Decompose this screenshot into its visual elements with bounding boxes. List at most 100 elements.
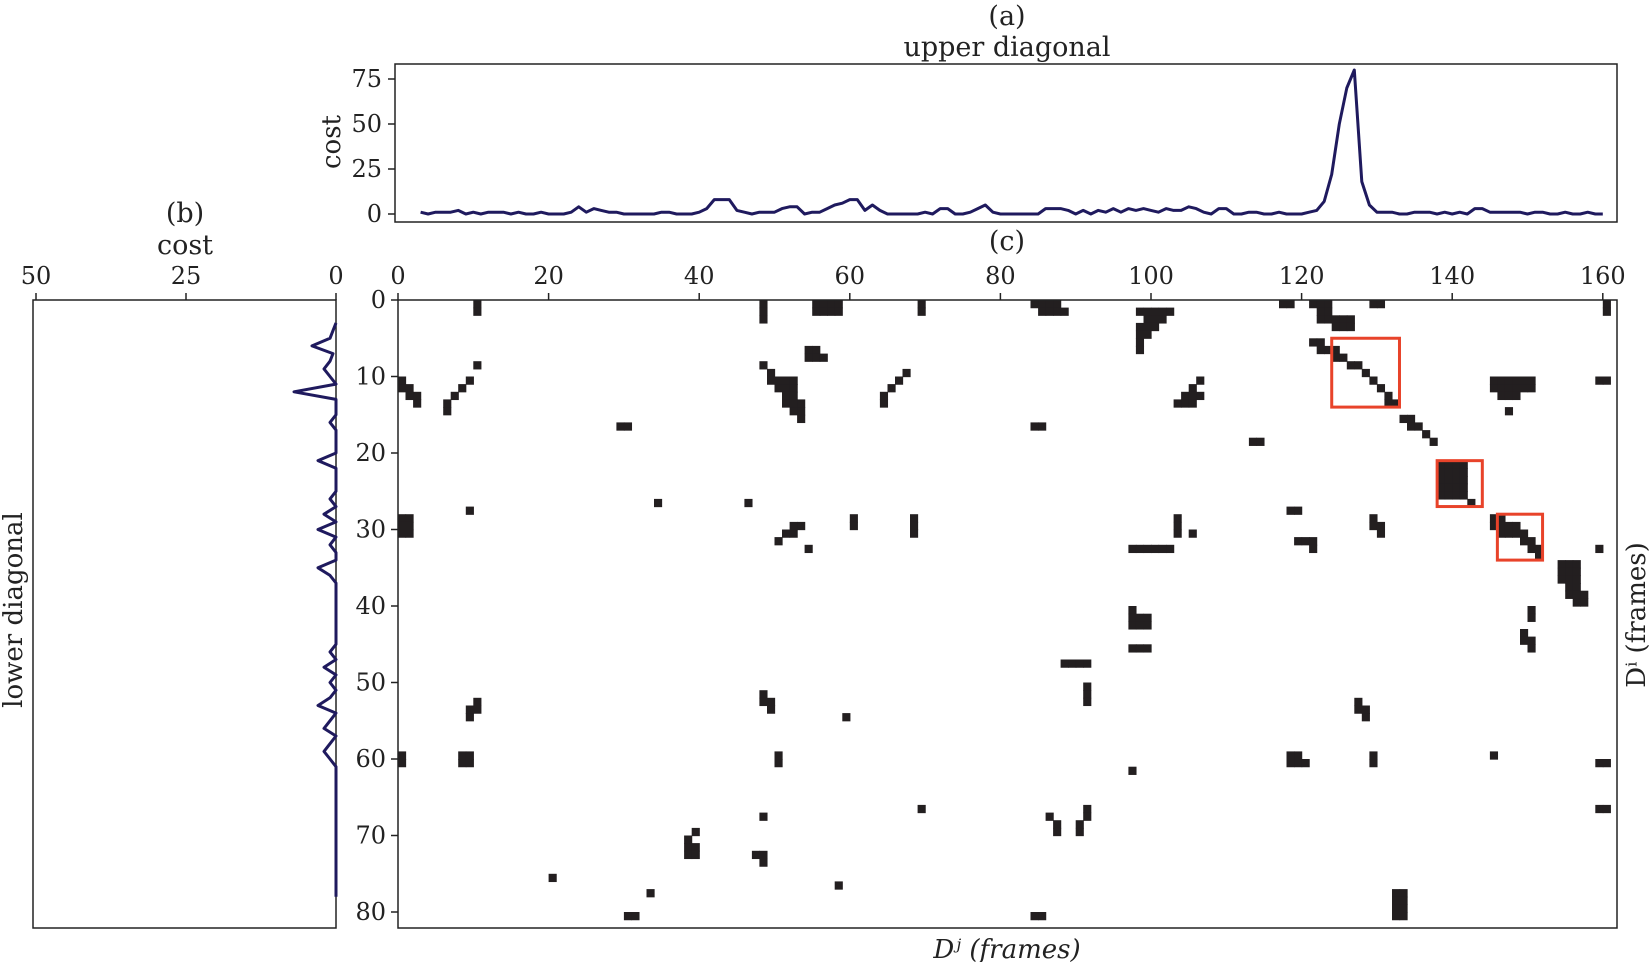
heatmap-cell bbox=[1489, 376, 1499, 385]
heatmap-cell bbox=[1294, 759, 1303, 768]
panel-c-xtick-label: 160 bbox=[1580, 262, 1626, 290]
heatmap-cell bbox=[1135, 621, 1145, 630]
heatmap-cell bbox=[465, 376, 474, 385]
heatmap-cell bbox=[1444, 483, 1453, 492]
panel-b-ylabel: lower diagonal bbox=[0, 512, 29, 708]
heatmap-cell bbox=[398, 514, 407, 523]
heatmap-cell bbox=[654, 498, 663, 508]
heatmap-cell bbox=[834, 881, 843, 890]
heatmap-cell bbox=[887, 384, 896, 393]
heatmap-cell bbox=[902, 368, 911, 378]
panel-c-xtick-label: 140 bbox=[1429, 262, 1475, 290]
heatmap-cell bbox=[1158, 544, 1167, 554]
heatmap-cell bbox=[789, 391, 798, 401]
panel-a-label: (a) bbox=[988, 1, 1025, 32]
heatmap-cell bbox=[1038, 912, 1047, 921]
panel-a-yticks: 0 25 50 75 bbox=[351, 65, 395, 228]
heatmap-cell bbox=[473, 697, 482, 707]
heatmap-cell bbox=[465, 705, 474, 714]
panel-c-ytick-label: 30 bbox=[355, 516, 386, 544]
panel-a-series-line bbox=[420, 68, 1603, 216]
heatmap-cell bbox=[405, 384, 414, 393]
heatmap-cell bbox=[744, 498, 753, 508]
heatmap-cell bbox=[1151, 315, 1160, 324]
heatmap-cell bbox=[1572, 575, 1581, 584]
heatmap-cell bbox=[1520, 636, 1529, 645]
heatmap-cell bbox=[849, 521, 858, 531]
heatmap-cell bbox=[1512, 529, 1521, 538]
heatmap-cell bbox=[751, 850, 761, 860]
heatmap-cell bbox=[1143, 644, 1152, 653]
panel-c-xtick-label: 60 bbox=[835, 262, 866, 290]
heatmap-cell bbox=[1361, 368, 1370, 378]
heatmap-cell bbox=[767, 376, 776, 385]
heatmap-cell bbox=[1504, 376, 1514, 385]
heatmap-cell bbox=[1369, 376, 1378, 385]
heatmap-cell bbox=[1557, 575, 1566, 584]
heatmap-cell bbox=[1565, 567, 1574, 577]
panel-a-ylabel: cost bbox=[317, 114, 347, 169]
highlight-box bbox=[1330, 336, 1401, 409]
heatmap-cell bbox=[1504, 391, 1514, 401]
heatmap-cell bbox=[1135, 338, 1145, 347]
heatmap-cell bbox=[1294, 537, 1303, 546]
heatmap-cell bbox=[759, 812, 768, 821]
heatmap-cell bbox=[1030, 422, 1039, 431]
heatmap-cell bbox=[1286, 751, 1295, 760]
heatmap-cell bbox=[1392, 896, 1401, 905]
heatmap-cell bbox=[691, 843, 700, 852]
panel-b-xtick-label: 25 bbox=[171, 262, 202, 290]
heatmap-cell bbox=[684, 835, 693, 844]
panel-a-ytick-label: 50 bbox=[351, 110, 382, 138]
heatmap-cell bbox=[1565, 560, 1574, 569]
heatmap-cell bbox=[1527, 606, 1536, 615]
heatmap-cell bbox=[1030, 300, 1039, 309]
panel-c-highlight-boxes bbox=[1330, 336, 1545, 562]
heatmap-cell bbox=[827, 307, 836, 316]
heatmap-cell bbox=[1339, 322, 1348, 332]
heatmap-cell bbox=[1045, 300, 1054, 309]
panel-b: (b) cost lower diagonal 50 25 0 bbox=[0, 198, 344, 929]
heatmap-cell bbox=[1392, 889, 1401, 898]
heatmap-cell bbox=[804, 345, 813, 355]
heatmap-cell bbox=[413, 399, 422, 408]
heatmap-cell bbox=[1572, 598, 1581, 607]
heatmap-cell bbox=[917, 804, 926, 814]
heatmap-cell bbox=[1407, 414, 1416, 424]
heatmap-cell bbox=[1316, 338, 1325, 347]
heatmap-cell bbox=[1286, 506, 1295, 515]
heatmap-cell bbox=[774, 376, 783, 385]
heatmap-cell bbox=[1452, 491, 1461, 500]
heatmap-cell bbox=[849, 514, 858, 523]
heatmap-cell bbox=[1595, 759, 1604, 768]
heatmap-cell bbox=[782, 384, 791, 393]
panel-c-xtick-label: 80 bbox=[985, 262, 1016, 290]
heatmap-cell bbox=[767, 697, 776, 707]
heatmap-cell bbox=[1143, 307, 1152, 316]
heatmap-cell bbox=[623, 422, 633, 431]
heatmap-cell bbox=[691, 850, 700, 860]
heatmap-cell bbox=[458, 751, 467, 760]
heatmap-cell bbox=[1286, 300, 1295, 309]
heatmap-cell bbox=[1316, 307, 1325, 316]
heatmap-cell bbox=[1535, 552, 1544, 561]
heatmap-cell bbox=[1083, 682, 1092, 691]
heatmap-cell bbox=[1444, 468, 1453, 477]
heatmap-cell bbox=[819, 307, 828, 316]
heatmap-cell bbox=[819, 353, 828, 362]
heatmap-cell bbox=[1527, 636, 1536, 645]
heatmap-cell bbox=[1467, 498, 1476, 508]
heatmap-cell bbox=[1128, 621, 1137, 630]
heatmap-cell bbox=[797, 521, 806, 531]
panel-a-ytick-label: 75 bbox=[351, 65, 382, 93]
heatmap-cell bbox=[1188, 399, 1197, 408]
heatmap-cell bbox=[1572, 560, 1581, 569]
panel-c-ylabel: Dⁱ (frames) bbox=[1622, 542, 1650, 688]
heatmap-cell bbox=[1602, 759, 1611, 768]
heatmap-cell bbox=[398, 529, 407, 538]
heatmap-cell bbox=[1053, 307, 1062, 316]
heatmap-cell bbox=[646, 889, 655, 898]
heatmap-cell bbox=[1316, 315, 1325, 324]
heatmap-cell bbox=[1083, 697, 1092, 707]
panel-a-ytick-label: 0 bbox=[367, 200, 382, 228]
